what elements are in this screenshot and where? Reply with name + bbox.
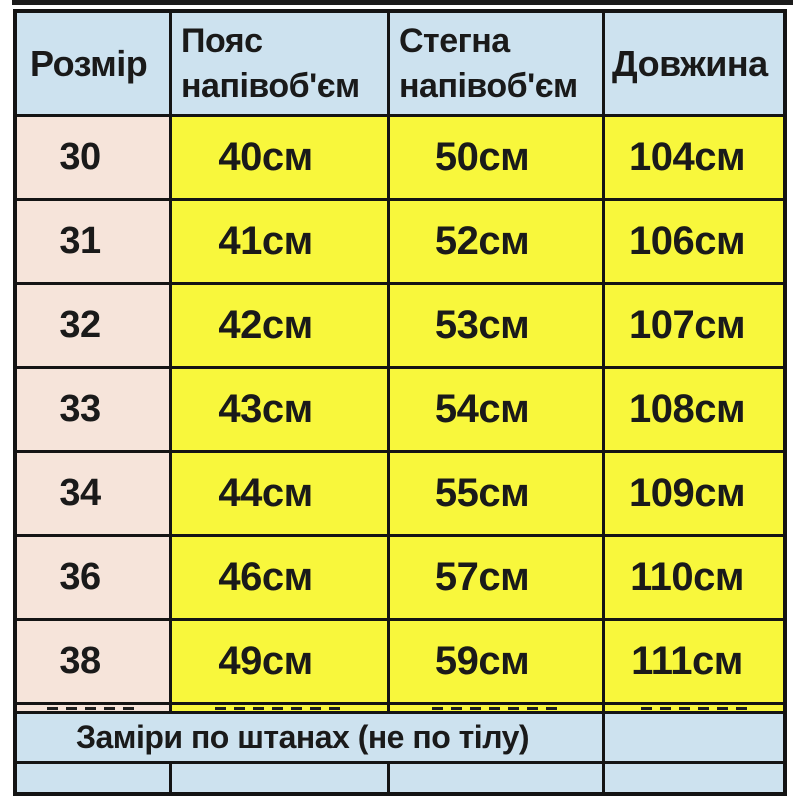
cell-length: 104см <box>605 117 783 201</box>
footer-note: Заміри по штанах (не по тілу) <box>17 714 605 764</box>
cell-waist: 44см <box>172 453 390 537</box>
cell-hips: 50см <box>390 117 605 201</box>
cell-length: 111см <box>605 621 783 705</box>
cell-waist: 49см <box>172 621 390 705</box>
clipped-text-top <box>47 707 139 710</box>
footer-note-label: Заміри по штанах (не по тілу) <box>75 719 530 755</box>
cell-hips: 55см <box>390 453 605 537</box>
cell-length: 108см <box>605 369 783 453</box>
cell-hips: 57см <box>390 537 605 621</box>
cell-size: 31 <box>17 201 172 285</box>
header-label-hips-line2: напівоб'єм <box>399 67 578 105</box>
header-cell-size: Розмір <box>17 13 172 117</box>
header-cell-hips: Стегна напівоб'єм <box>390 13 605 117</box>
cell-hips: 52см <box>390 201 605 285</box>
empty-cell <box>172 764 390 792</box>
header-label-waist-line2: напівоб'єм <box>181 67 360 105</box>
clipped-content-above <box>12 0 793 5</box>
header-label-waist-line1: Пояс <box>181 22 263 60</box>
cell-waist: 46см <box>172 537 390 621</box>
cell-size: 33 <box>17 369 172 453</box>
cell-waist: 40см <box>172 117 390 201</box>
cell-length: 110см <box>605 537 783 621</box>
clipped-text-top <box>432 707 560 710</box>
header-label-size: Розмір <box>30 42 148 84</box>
empty-cell <box>605 764 783 792</box>
empty-cell <box>17 764 172 792</box>
header-cell-waist: Пояс напівоб'єм <box>172 13 390 117</box>
cell-waist: 43см <box>172 369 390 453</box>
header-cell-length: Довжина <box>605 13 783 117</box>
clipped-row-cell <box>17 705 172 714</box>
header-label-hips-line1: Стегна <box>399 22 510 60</box>
clipped-text-top <box>640 707 748 710</box>
cell-size: 38 <box>17 621 172 705</box>
cell-size: 34 <box>17 453 172 537</box>
clipped-row-cell <box>390 705 605 714</box>
footer-note-side-cell <box>605 714 783 764</box>
cell-waist: 41см <box>172 201 390 285</box>
cell-length: 107см <box>605 285 783 369</box>
clipped-text-top <box>215 707 344 710</box>
cell-hips: 59см <box>390 621 605 705</box>
cell-size: 32 <box>17 285 172 369</box>
cell-size: 30 <box>17 117 172 201</box>
empty-cell <box>390 764 605 792</box>
cell-length: 106см <box>605 201 783 285</box>
header-label-length: Довжина <box>612 42 768 84</box>
cell-hips: 53см <box>390 285 605 369</box>
size-chart-table: Розмір Пояс напівоб'єм Стегна напівоб'єм… <box>13 9 787 796</box>
clipped-row-cell <box>172 705 390 714</box>
cell-length: 109см <box>605 453 783 537</box>
cell-waist: 42см <box>172 285 390 369</box>
cell-hips: 54см <box>390 369 605 453</box>
cell-size: 36 <box>17 537 172 621</box>
clipped-row-cell <box>605 705 783 714</box>
